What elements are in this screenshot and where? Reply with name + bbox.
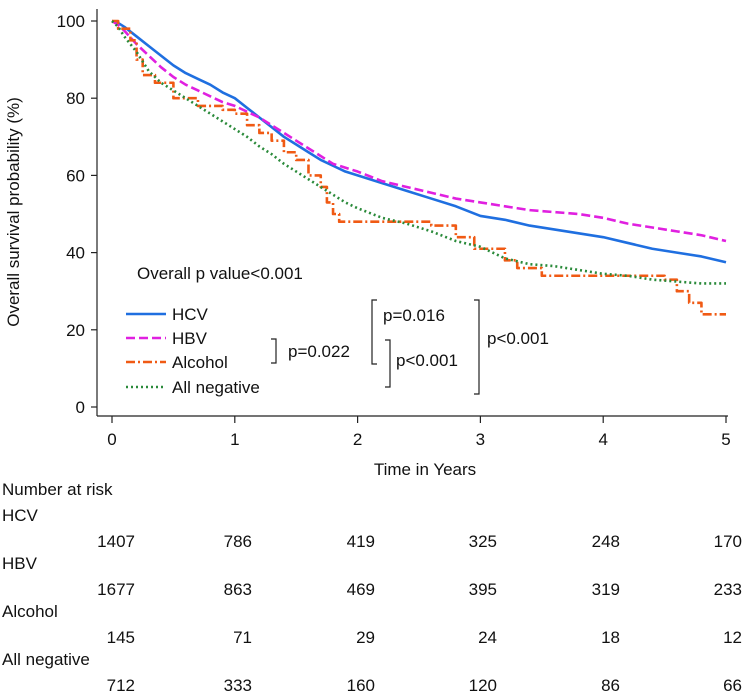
x-tick-label: 0 bbox=[107, 430, 116, 449]
p-hbv-allneg: p<0.001 bbox=[396, 351, 458, 370]
bracket-hcv-alcohol bbox=[371, 299, 377, 365]
p-hcv-alcohol: p=0.016 bbox=[383, 306, 445, 325]
risk-cell: 160 bbox=[346, 676, 375, 695]
risk-cell: 145 bbox=[106, 628, 135, 647]
risk-table-title: Number at risk bbox=[2, 480, 113, 499]
risk-cell: 120 bbox=[468, 676, 497, 695]
bracket-hbv-allneg bbox=[385, 339, 391, 388]
legend-label-hcv: HCV bbox=[172, 305, 209, 324]
annotations: Overall p value<0.001 p=0.022 p=0.016 p<0.0… bbox=[137, 264, 549, 395]
series-line-alcohol bbox=[112, 19, 726, 316]
risk-cell: 24 bbox=[478, 628, 497, 647]
risk-cell: 1407 bbox=[97, 532, 135, 551]
bracket-hbv-alcohol bbox=[271, 338, 277, 364]
risk-cell: 712 bbox=[106, 676, 135, 695]
risk-row-label: HCV bbox=[2, 506, 38, 525]
y-tick-label: 60 bbox=[66, 166, 85, 185]
legend-label-all-negative: All negative bbox=[172, 378, 260, 397]
risk-cell: 333 bbox=[223, 676, 252, 695]
x-tick-label: 2 bbox=[353, 430, 362, 449]
y-axis-label: Overall survival probability (%) bbox=[4, 97, 23, 327]
x-tick-label: 1 bbox=[230, 430, 239, 449]
risk-cell: 248 bbox=[591, 532, 620, 551]
legend-label-alcohol: Alcohol bbox=[172, 353, 228, 372]
x-tick-label: 3 bbox=[476, 430, 485, 449]
risk-cell: 233 bbox=[713, 580, 742, 599]
series-line-hbv bbox=[111, 19, 727, 243]
risk-cell: 319 bbox=[591, 580, 620, 599]
risk-cell: 863 bbox=[223, 580, 252, 599]
risk-table: Number at risk HCV 1407 786 419 325 248 170 HBV… bbox=[0, 480, 750, 695]
legend: HCV HBV Alcohol All negative bbox=[126, 305, 260, 397]
y-tick-label: 0 bbox=[76, 398, 85, 417]
x-axis-title-text: Time in Years bbox=[374, 460, 476, 479]
series-layer bbox=[111, 19, 727, 316]
survival-chart: 0 20 40 60 80 100 0 1 2 3 4 5 Overall survival proba… bbox=[4, 9, 731, 479]
y-tick-label: 40 bbox=[66, 244, 85, 263]
legend-label-hbv: HBV bbox=[172, 329, 208, 348]
risk-row-label: HBV bbox=[2, 554, 37, 573]
risk-cell: 86 bbox=[601, 676, 620, 695]
risk-cell: 66 bbox=[723, 676, 742, 695]
risk-cell: 29 bbox=[356, 628, 375, 647]
risk-cell: 71 bbox=[233, 628, 252, 647]
p-hcv-allneg: p<0.001 bbox=[487, 329, 549, 348]
risk-cell: 170 bbox=[713, 532, 742, 551]
x-tick-label: 4 bbox=[598, 430, 607, 449]
risk-cell: 12 bbox=[723, 628, 742, 647]
risk-cell: 419 bbox=[346, 532, 375, 551]
series-line-all-negative bbox=[111, 20, 726, 285]
risk-cell: 469 bbox=[346, 580, 375, 599]
risk-cell: 786 bbox=[223, 532, 252, 551]
risk-row-label: Alcohol bbox=[2, 602, 58, 621]
risk-cell: 325 bbox=[468, 532, 497, 551]
risk-cell: 18 bbox=[601, 628, 620, 647]
risk-row-label: All negative bbox=[2, 650, 90, 669]
risk-cell: 395 bbox=[468, 580, 497, 599]
bracket-hcv-allneg bbox=[474, 299, 480, 395]
overall-p-value: Overall p value<0.001 bbox=[137, 264, 303, 283]
x-tick-label: 5 bbox=[721, 430, 730, 449]
y-tick-label: 100 bbox=[57, 12, 85, 31]
risk-cell: 1677 bbox=[97, 580, 135, 599]
y-tick-label: 20 bbox=[66, 321, 85, 340]
axes: 0 20 40 60 80 100 0 1 2 3 4 5 Overall survival proba… bbox=[4, 9, 731, 479]
series-line-hcv bbox=[111, 19, 727, 264]
p-hbv-alcohol: p=0.022 bbox=[288, 342, 350, 361]
y-tick-label: 80 bbox=[66, 89, 85, 108]
